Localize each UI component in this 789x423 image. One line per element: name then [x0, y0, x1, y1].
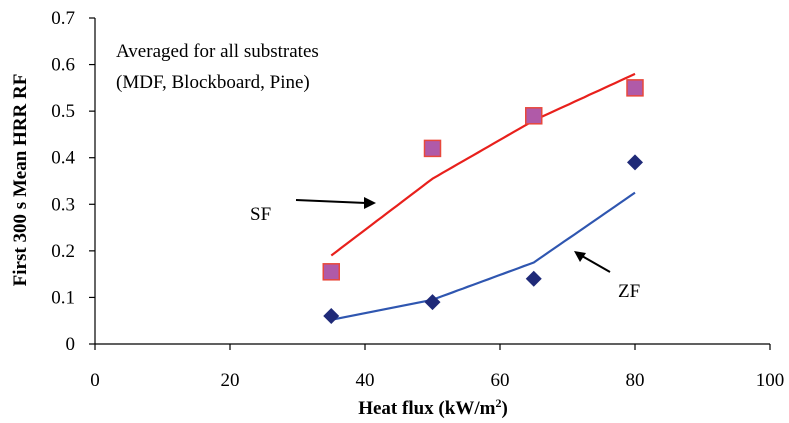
annotation-line-2: (MDF, Blockboard, Pine)	[116, 72, 310, 93]
x-tick-label: 40	[356, 370, 375, 391]
data-point-sf	[626, 79, 644, 97]
x-tick-label: 20	[221, 370, 240, 391]
series-label-sf: SF	[250, 204, 271, 225]
y-tick-label: 0.7	[51, 8, 75, 29]
data-point-zf	[525, 270, 542, 287]
y-tick-label: 0.3	[51, 194, 75, 215]
y-tick-label: 0.5	[51, 101, 75, 122]
y-ticks: 0 0.1 0.2 0.3 0.4 0.5 0.6 0.7	[51, 8, 95, 355]
zf-arrow	[574, 251, 611, 273]
y-tick-label: 0.1	[51, 287, 75, 308]
y-tick-label: 0.2	[51, 241, 75, 262]
axes	[94, 18, 770, 345]
y-tick-label: 0	[66, 334, 76, 355]
x-tick-label: 80	[626, 370, 645, 391]
data-points	[322, 79, 644, 325]
x-tick-label: 100	[756, 370, 785, 391]
data-point-zf	[323, 308, 340, 325]
trend-lines	[330, 72, 636, 321]
x-tick-label: 60	[491, 370, 510, 391]
trend-line-sf	[330, 72, 636, 257]
trend-line-zf	[331, 191, 636, 321]
x-ticks: 0 20 40 60 80 100	[90, 344, 784, 391]
x-axis-title: Heat flux (kW/m2)	[358, 396, 508, 419]
annotation-line-1: Averaged for all substrates	[116, 41, 319, 62]
data-point-zf	[627, 154, 643, 171]
series-label-zf: ZF	[618, 281, 640, 302]
y-tick-label: 0.4	[51, 148, 75, 169]
x-tick-label: 0	[90, 370, 100, 391]
sf-arrow	[295, 197, 376, 209]
y-axis-title: First 300 s Mean HRR RF	[10, 74, 31, 287]
data-point-sf	[423, 139, 442, 158]
data-point-zf	[424, 294, 441, 311]
data-point-sf	[322, 263, 340, 281]
data-point-sf	[525, 107, 543, 125]
y-tick-label: 0.6	[51, 55, 75, 76]
